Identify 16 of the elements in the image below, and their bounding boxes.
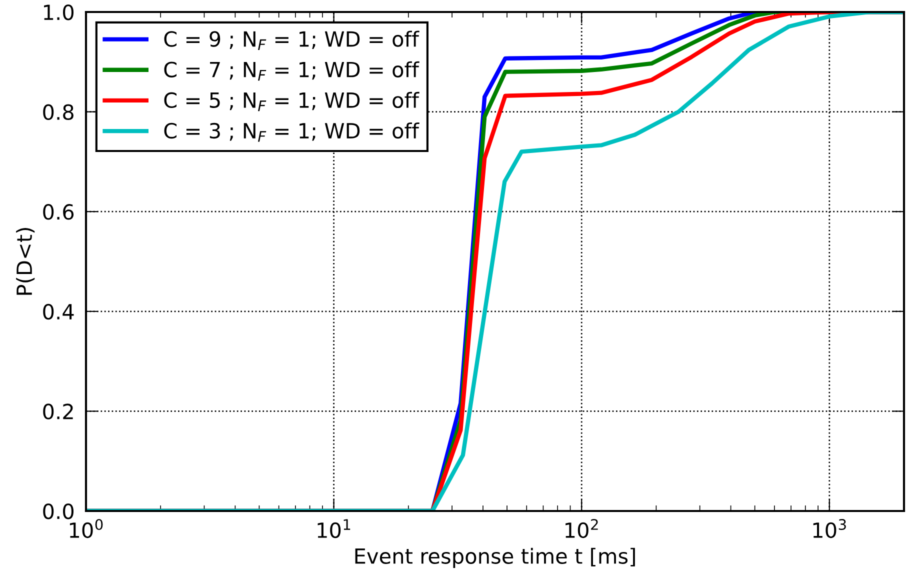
legend-label: C = 9 ; N$_{F}$ = 1; WD = off — [164, 30, 420, 50]
legend-label: C = 7 ; N$_{F}$ = 1; WD = off — [164, 61, 420, 81]
y-tick-label: 0.4 — [43, 304, 74, 320]
x-tick-label: 10$^{0}$ — [70, 518, 103, 538]
x-tick-label: 10$^{3}$ — [813, 518, 846, 538]
y-tick-label: 0.6 — [43, 204, 74, 220]
y-tick-label: 0.0 — [43, 503, 74, 520]
legend-label: C = 3 ; N$_{F}$ = 1; WD = off — [164, 122, 420, 142]
legend-label: C = 5 ; N$_{F}$ = 1; WD = off — [164, 92, 420, 112]
y-tick-label: 0.8 — [43, 104, 74, 120]
x-tick-label: 10$^{2}$ — [566, 518, 598, 538]
y-tick-label: 0.2 — [43, 404, 73, 420]
y-tick-label: 1.0 — [44, 4, 74, 20]
x-axis-title: Event response time t [ms] — [355, 548, 635, 568]
x-tick-label: 10$^{1}$ — [318, 519, 350, 538]
y-axis-title: P(D<t) — [16, 228, 35, 295]
